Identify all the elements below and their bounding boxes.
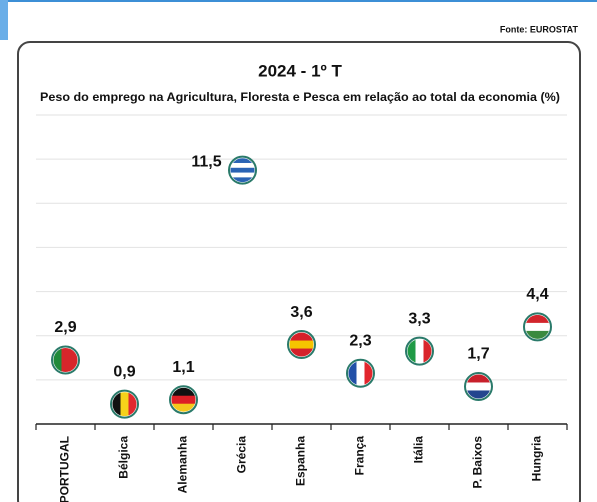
flag-stripe [289, 348, 314, 357]
flag-marker [230, 158, 255, 183]
x-tick-label: Bélgica [117, 436, 131, 479]
flag-stripe [120, 392, 129, 417]
x-tick-label: Hungria [530, 436, 544, 482]
value-label: 0,9 [113, 363, 135, 380]
flag-stripe [356, 361, 365, 386]
flag-stripe [525, 322, 550, 332]
flag-stripe [230, 167, 255, 174]
value-label: 3,3 [408, 310, 430, 327]
x-tick-label: Itália [412, 436, 426, 464]
flag-stripe [525, 314, 550, 324]
flag-stripe [415, 339, 424, 364]
chart-title: 2024 - 1º T [258, 61, 342, 80]
flag-ring [523, 312, 552, 342]
flag-marker [466, 374, 491, 399]
flag-stripe [364, 361, 373, 386]
flag-stripe [423, 339, 432, 364]
value-label: 11,5 [191, 153, 221, 170]
flag-stripe [289, 340, 314, 350]
flag-stripe [171, 395, 196, 405]
panel [17, 41, 581, 502]
value-label: 3,6 [290, 304, 312, 321]
flag-marker [348, 361, 373, 386]
x-tick-label: Alemanha [176, 436, 190, 494]
flag-stripe [171, 387, 196, 397]
flag-ring [405, 336, 434, 366]
flag-marker [53, 347, 78, 372]
flag-stripe [69, 347, 78, 372]
top-bar [0, 0, 597, 2]
flag-stripe [525, 330, 550, 339]
source: Fonte: EUROSTAT [500, 24, 579, 34]
flag-ring [287, 330, 316, 360]
value-label: 1,1 [172, 359, 194, 376]
flag-stripe [230, 172, 255, 178]
flag-stripe [230, 162, 255, 169]
x-tick-label: Espanha [294, 436, 308, 486]
flag-stripe [289, 332, 314, 342]
flag-stripe [466, 382, 491, 391]
value-label: 1,7 [467, 346, 489, 363]
flag-stripe [348, 361, 357, 386]
x-tick-label: França [353, 436, 367, 476]
flag-stripe [230, 177, 255, 183]
flag-ring [228, 155, 257, 185]
flag-ring [464, 371, 493, 401]
flag-stripe [53, 347, 62, 372]
flag-ring [346, 358, 375, 388]
flag-stripe [112, 392, 121, 417]
flag-stripe [171, 403, 196, 412]
flag-marker [407, 339, 432, 364]
flag-stripe [407, 339, 416, 364]
flag-stripe [230, 158, 255, 164]
chart-subtitle: Peso do emprego na Agricultura, Floresta… [40, 90, 560, 104]
flag-stripe [466, 374, 491, 383]
x-tick-label: P. Baixos [471, 436, 485, 489]
flag-marker [171, 387, 196, 412]
flag-ring [51, 345, 80, 375]
flag-marker [525, 314, 550, 339]
flag-marker [112, 392, 137, 417]
x-tick-label: PORTUGAL [58, 436, 72, 502]
value-label: 2,3 [349, 332, 371, 349]
flag-stripe [128, 392, 137, 417]
flag-ring [169, 385, 198, 415]
value-label: 4,4 [526, 286, 548, 303]
flag-marker [289, 332, 314, 357]
side-tab [0, 0, 8, 40]
flag-stripe [61, 347, 70, 372]
flag-ring [110, 389, 139, 419]
x-tick-label: Grécia [235, 436, 249, 474]
value-label: 2,9 [54, 319, 76, 336]
flag-stripe [466, 390, 491, 399]
